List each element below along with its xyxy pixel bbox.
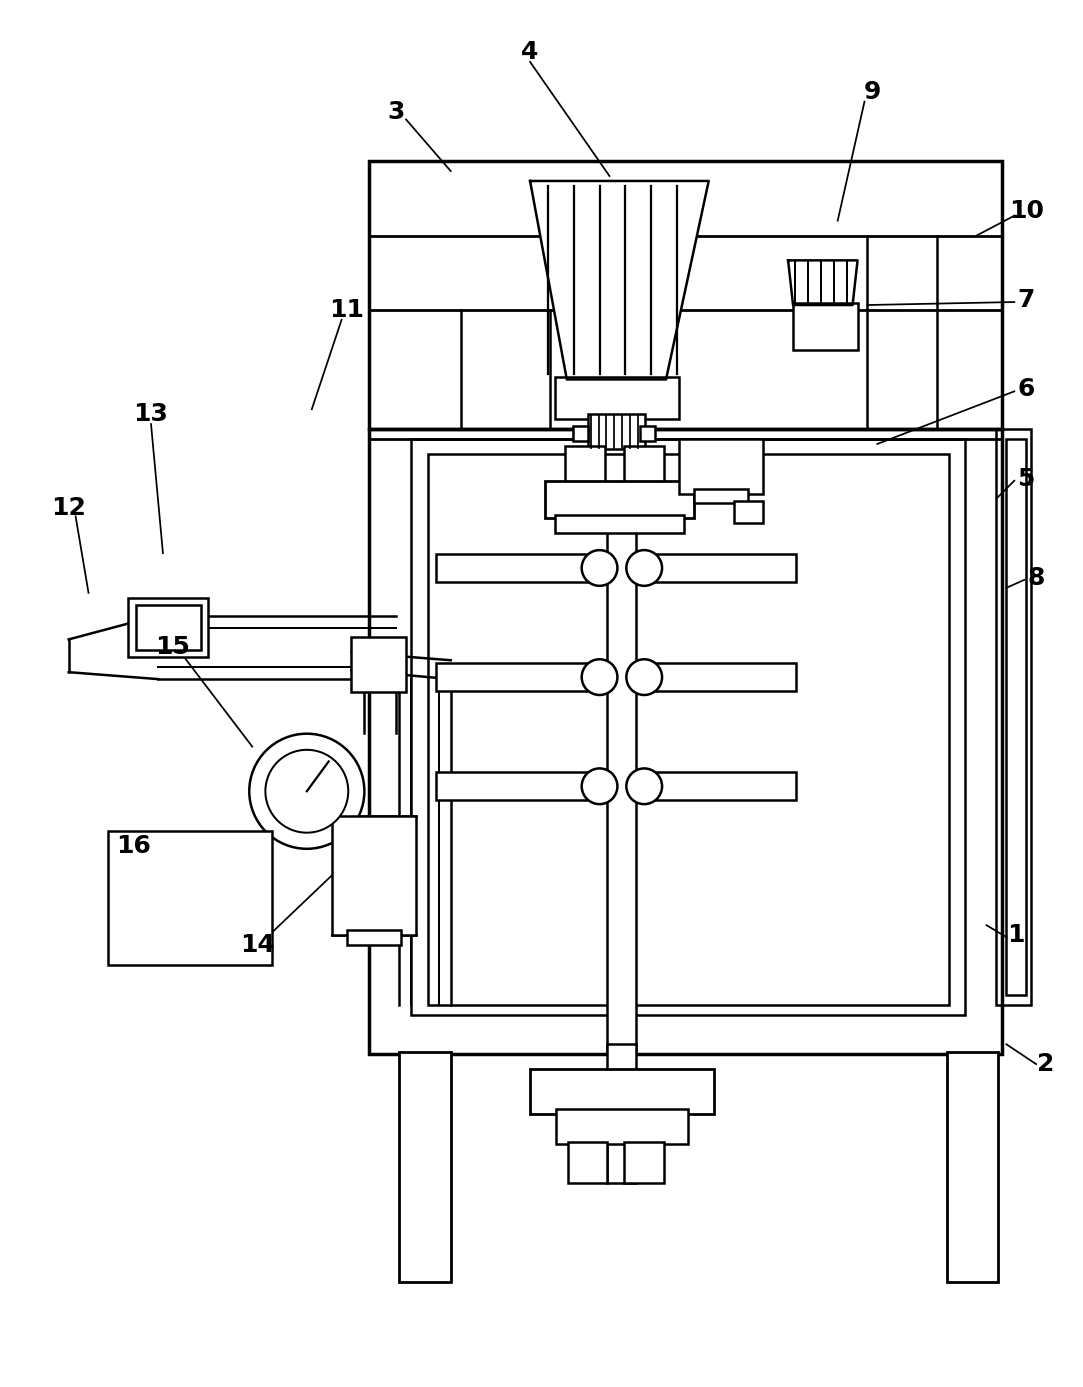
Text: 4: 4 [521,40,538,64]
Text: 2: 2 [1038,1053,1055,1076]
Text: 13: 13 [133,402,169,426]
Text: 1: 1 [1007,924,1026,947]
Bar [642,773,796,800]
Text: 16: 16 [116,834,151,857]
Circle shape [626,768,662,804]
Bar [545,481,694,519]
Bar [554,377,679,419]
Bar [435,553,589,583]
Bar [412,438,965,1014]
Circle shape [626,659,662,695]
Text: 10: 10 [1008,198,1044,223]
Bar [556,1108,688,1143]
Bar [369,161,1003,429]
Text: 14: 14 [239,933,275,957]
Bar [642,663,796,691]
Text: 7: 7 [1018,288,1035,312]
Bar [331,816,416,935]
Bar [996,429,1031,1004]
Bar [435,663,589,691]
Polygon shape [788,261,858,305]
Text: 15: 15 [156,635,191,659]
Bar [608,1044,637,1183]
Bar [625,1142,664,1183]
Bar [108,831,272,965]
Bar [567,1142,608,1183]
Bar [435,773,589,800]
Bar [565,445,604,484]
Bar [625,445,664,484]
Text: 6: 6 [1018,377,1035,401]
Bar [947,1053,999,1283]
Bar [128,598,208,657]
Circle shape [265,750,349,832]
Text: 5: 5 [1018,466,1035,491]
Text: 3: 3 [388,100,405,123]
Bar [400,1053,451,1283]
Bar [369,429,1003,1054]
Text: 11: 11 [329,298,364,322]
Bar [573,426,588,441]
Bar [679,438,764,494]
Bar [588,415,645,449]
Bar [136,605,200,651]
Circle shape [582,551,617,585]
Bar [554,516,683,533]
Bar [530,1069,714,1114]
Bar [608,519,637,1054]
Bar [428,454,949,1004]
Circle shape [626,551,662,585]
Circle shape [249,734,364,849]
Bar [793,302,858,350]
Polygon shape [530,180,708,380]
Text: 8: 8 [1028,566,1045,589]
Bar [1006,438,1027,994]
Bar [733,502,764,523]
Bar [694,488,748,503]
Text: 9: 9 [864,79,882,104]
Bar [347,931,401,945]
Bar [642,553,796,583]
Circle shape [582,768,617,804]
Bar [352,638,406,692]
Circle shape [582,659,617,695]
Text: 12: 12 [51,497,87,520]
Bar [640,426,655,441]
